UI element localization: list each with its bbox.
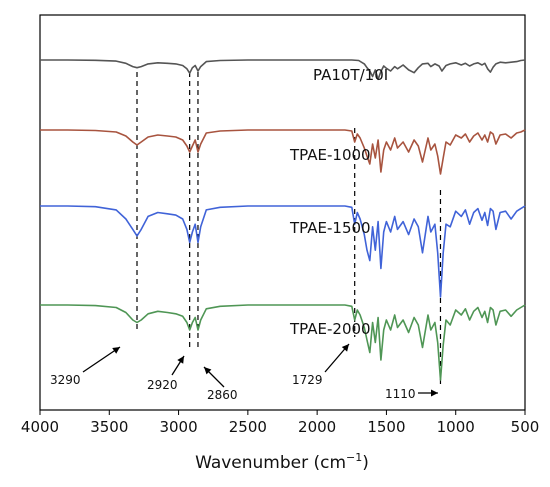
x-tick-label: 4000 <box>21 418 59 436</box>
peak-label: 2860 <box>207 388 238 402</box>
series-line <box>40 205 526 298</box>
series-label: TPAE-1000 <box>289 146 371 164</box>
series-line <box>40 304 526 381</box>
series-labels: PA10T/10I TPAE-1000 TPAE-1500 TPAE-2000 <box>289 66 388 338</box>
series-line <box>40 59 526 81</box>
peak-label: 3290 <box>50 373 81 387</box>
arrow-head <box>112 347 120 354</box>
arrow-head <box>204 367 212 375</box>
peak-arrow <box>82 346 121 373</box>
reference-lines <box>136 72 442 388</box>
spectra-group <box>40 59 526 381</box>
x-tick-label: 3500 <box>90 418 128 436</box>
series-label: TPAE-1500 <box>289 219 371 237</box>
peak-label: 1729 <box>292 373 323 387</box>
series-label: TPAE-2000 <box>289 320 371 338</box>
x-tick-label: 3000 <box>159 418 197 436</box>
x-tick-label: 2500 <box>229 418 267 436</box>
x-tick-label: 2000 <box>298 418 336 436</box>
x-tick-label: 1000 <box>437 418 475 436</box>
peak-label: 2920 <box>147 378 178 392</box>
x-axis: 4000 3500 3000 2500 2000 1500 1000 500 <box>21 410 539 436</box>
series-line <box>40 129 526 175</box>
peak-label: 1110 <box>385 387 416 401</box>
arrow-head <box>177 356 184 364</box>
series-label: PA10T/10I <box>313 66 388 84</box>
peak-annotations: 3290 2920 2860 1729 1110 <box>50 343 438 402</box>
x-tick-label: 500 <box>511 418 540 436</box>
x-tick-label: 1500 <box>367 418 405 436</box>
x-axis-label: Wavenumber (cm−1) <box>195 451 369 473</box>
arrow-head <box>341 344 349 352</box>
plot-frame <box>39 14 526 411</box>
arrow-head <box>431 389 438 397</box>
